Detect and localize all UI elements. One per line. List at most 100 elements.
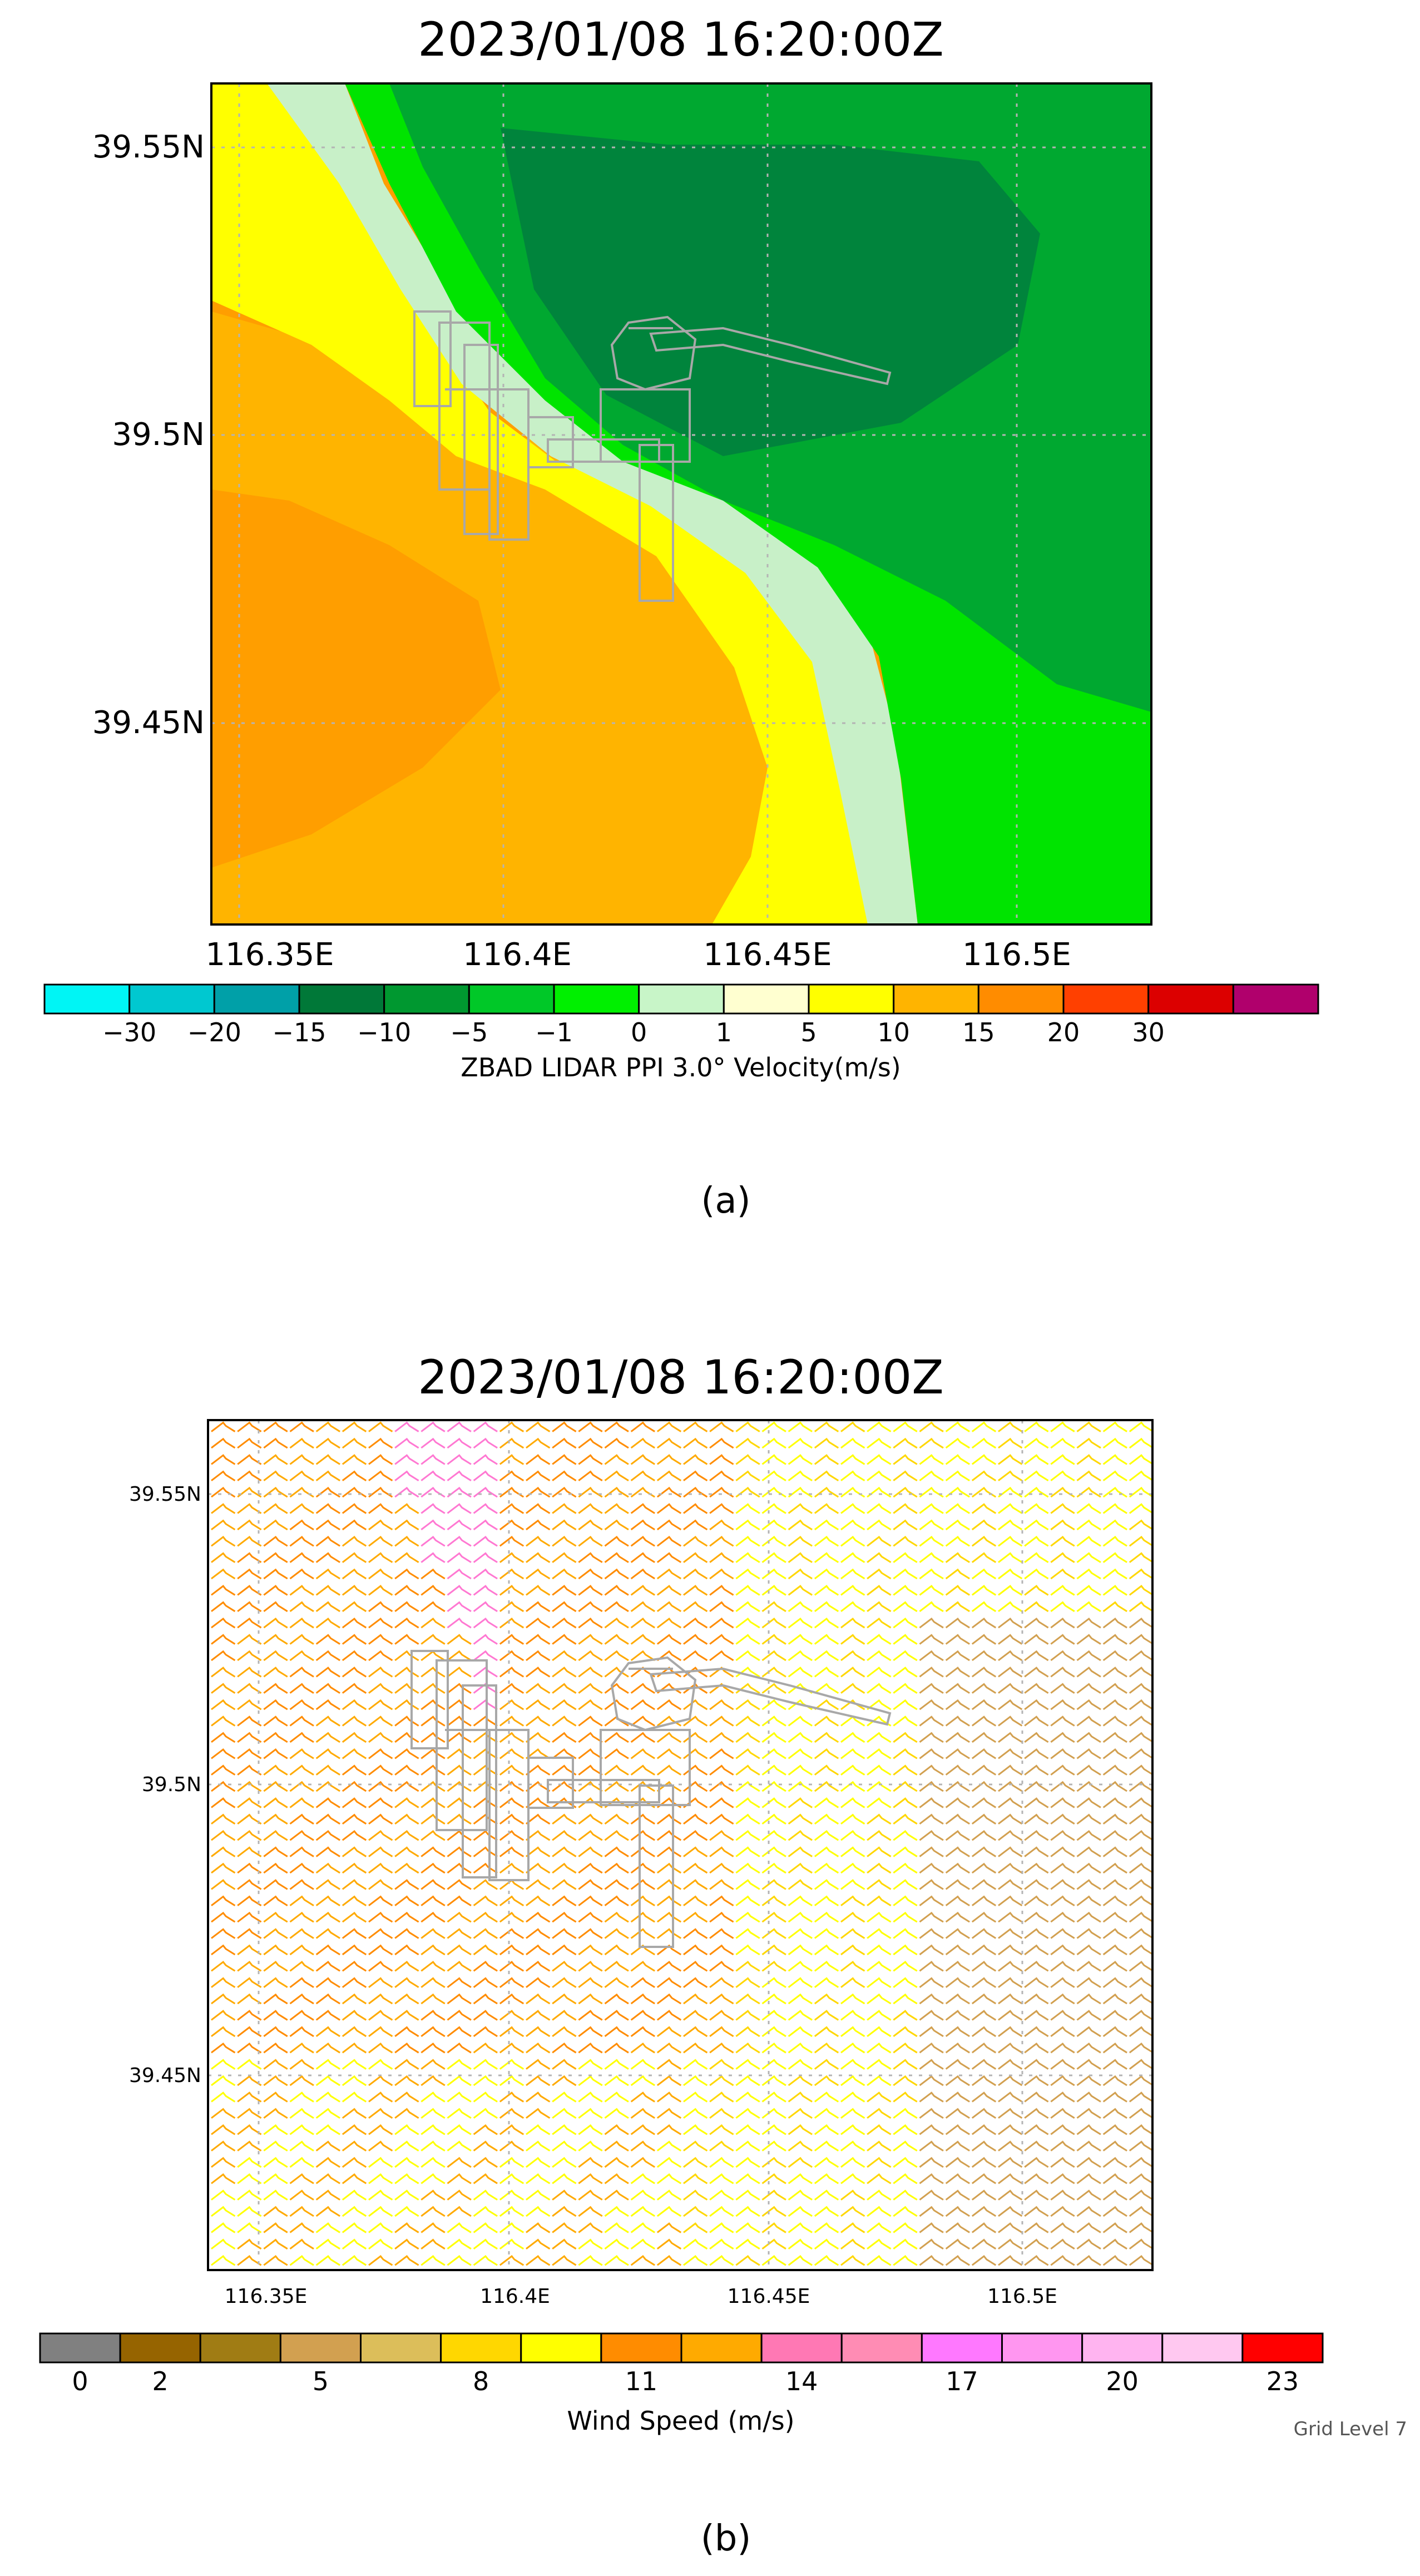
wind-barb [368, 1862, 393, 1874]
wind-barb [971, 2124, 997, 2135]
wind-barb [761, 1421, 786, 1432]
wind-barb [788, 1437, 813, 1449]
wind-barb [447, 2010, 472, 2021]
wind-barb [263, 1781, 288, 1792]
wind-barb [526, 2124, 551, 2135]
wind-barb [1129, 1846, 1152, 1857]
wind-barb [919, 2092, 944, 2103]
wind-barb [473, 1601, 498, 1613]
wind-barb [683, 2238, 708, 2250]
wind-barb [211, 1552, 236, 1563]
wind-barb [211, 2124, 236, 2135]
wind-barb [315, 2206, 340, 2217]
wind-barb [998, 1503, 1023, 1514]
wind-barb [1024, 1699, 1049, 1710]
wind-barb [1076, 2042, 1101, 2054]
wind-barb [867, 2108, 892, 2119]
wind-barb [447, 1813, 472, 1825]
wind-barb [814, 1732, 839, 1743]
wind-barb [761, 1454, 786, 1465]
wind-barb [1102, 1879, 1127, 1890]
wind-barb [971, 2075, 997, 2086]
wind-barb [656, 1617, 682, 1629]
wind-barb [342, 1993, 367, 2005]
wind-barb [604, 1911, 629, 1923]
wind-barb [604, 1944, 629, 1956]
colorbar-cell [1081, 2332, 1164, 2364]
wind-barb [315, 2238, 340, 2250]
wind-barb [1102, 2042, 1127, 2054]
wind-barb [263, 1454, 288, 1465]
wind-barb [735, 1617, 760, 1629]
wind-barb [237, 2092, 262, 2103]
wind-barb [394, 2092, 419, 2103]
colorbar-label: 23 [1266, 2366, 1299, 2396]
wind-barb [683, 1895, 708, 1906]
wind-barb [735, 1519, 760, 1531]
wind-barb [368, 2092, 393, 2103]
panel-a-title: 2023/01/08 16:20:00Z [418, 12, 944, 67]
wind-barb [1102, 1748, 1127, 1759]
wind-barb [526, 2238, 551, 2250]
wind-barb [447, 1634, 472, 1645]
wind-barb [709, 1862, 734, 1874]
wind-barb [867, 1470, 892, 1481]
wind-barb [788, 1650, 813, 1662]
wind-barb [1076, 2059, 1101, 2070]
wind-barb [971, 2189, 997, 2201]
wind-barb [998, 1536, 1023, 1547]
wind-barb [1076, 2238, 1101, 2250]
wind-barb [211, 1650, 236, 1662]
wind-barb [1129, 2173, 1152, 2184]
wind-barb [814, 1437, 839, 1449]
wind-barb [237, 1977, 262, 1988]
wind-barb [788, 1748, 813, 1759]
wind-barb [211, 2140, 236, 2152]
wind-barb [630, 2238, 655, 2250]
wind-barb [315, 2026, 340, 2038]
wind-barb [867, 1617, 892, 1629]
wind-barb [971, 2206, 997, 2217]
wind-barb [761, 2092, 786, 2103]
wind-barb [867, 2189, 892, 2201]
wind-barb [683, 1813, 708, 1825]
wind-barb [578, 1454, 603, 1465]
y-tick-label: 39.55N [129, 1483, 201, 1506]
wind-barb [394, 1568, 419, 1580]
wind-barb [814, 2222, 839, 2233]
wind-barb [919, 1993, 944, 2005]
wind-barb [814, 1928, 839, 1939]
wind-barb [342, 2238, 367, 2250]
wind-barb [315, 2059, 340, 2070]
wind-barb [867, 1993, 892, 2005]
wind-barb [971, 1667, 997, 1678]
wind-barb [368, 2140, 393, 2152]
wind-barb [526, 2157, 551, 2168]
wind-barb [499, 1977, 525, 1988]
wind-barb [263, 1585, 288, 1596]
wind-barb [499, 1732, 525, 1743]
wind-barb [656, 1536, 682, 1547]
wind-barb [447, 1519, 472, 1531]
wind-barb [447, 1862, 472, 1874]
wind-barb [315, 1421, 340, 1432]
wind-barb [919, 1601, 944, 1613]
wind-barb [761, 2042, 786, 2054]
wind-barb [289, 2222, 314, 2233]
wind-barb [840, 1650, 865, 1662]
wind-barb [1050, 2108, 1075, 2119]
wind-barb [630, 2189, 655, 2201]
wind-barb [945, 1650, 970, 1662]
wind-barb [1129, 1993, 1152, 2005]
wind-barb [1024, 2108, 1049, 2119]
wind-barb [683, 2254, 708, 2266]
wind-barb [526, 1519, 551, 1531]
wind-barb [499, 2108, 525, 2119]
wind-barb [998, 1895, 1023, 1906]
wind-barb [1076, 2254, 1101, 2266]
colorbar-label: 8 [473, 2366, 489, 2396]
wind-barb [761, 2189, 786, 2201]
wind-barb [263, 2075, 288, 2086]
wind-barb [919, 2010, 944, 2021]
wind-barb [578, 2238, 603, 2250]
